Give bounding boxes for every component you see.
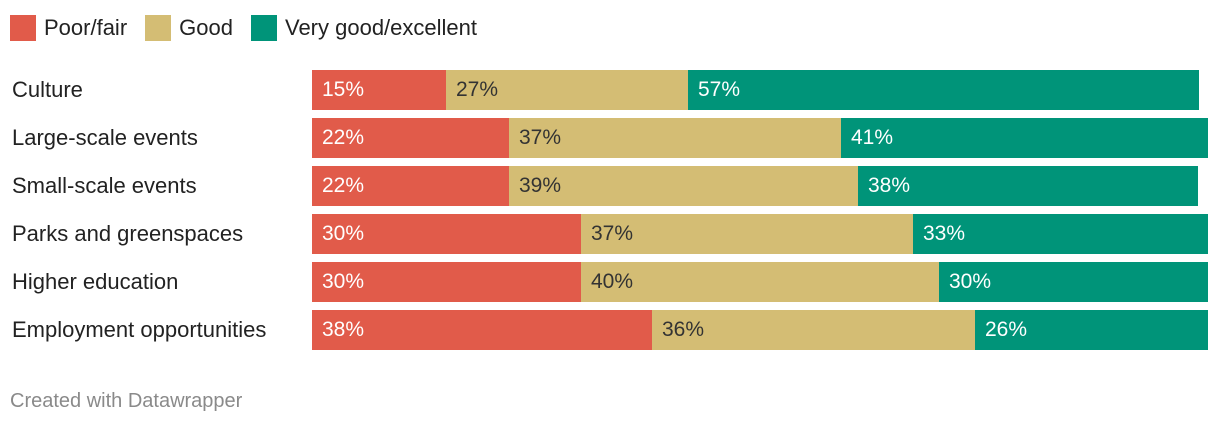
bar-segment: 22%	[312, 118, 509, 158]
legend-swatch	[145, 15, 172, 41]
bar-segment: 33%	[913, 214, 1208, 254]
bar-row: 15% 27% 57%	[312, 70, 1199, 110]
bar-segment: 36%	[652, 310, 975, 350]
legend-item-1: Good	[145, 15, 233, 41]
legend: Poor/fair Good Very good/excellent	[10, 14, 495, 42]
category-label: Employment opportunities	[12, 317, 267, 342]
bar-segment: 41%	[841, 118, 1208, 158]
bar-segment: 39%	[509, 166, 858, 206]
bar-segment: 30%	[312, 262, 581, 302]
legend-item-0: Poor/fair	[10, 15, 127, 41]
bar-segment: 38%	[312, 310, 652, 350]
bar-segment: 27%	[446, 70, 688, 110]
datawrapper-credit: Created with Datawrapper	[10, 390, 243, 412]
legend-item-2: Very good/excellent	[250, 15, 478, 41]
legend-swatch	[250, 15, 277, 41]
bar-segment: 22%	[312, 166, 509, 206]
category-label: Culture	[12, 77, 83, 102]
bar-row: 38% 36% 26%	[312, 310, 1208, 350]
bar-row: 22% 39% 38%	[312, 166, 1198, 206]
legend-label: Very good/excellent	[284, 15, 478, 40]
category-label: Large-scale events	[12, 125, 198, 150]
legend-label: Good	[179, 15, 233, 40]
bar-segment: 26%	[975, 310, 1208, 350]
legend-swatch	[10, 15, 36, 41]
category-label: Higher education	[12, 269, 179, 294]
category-label: Small-scale events	[12, 173, 197, 198]
bar-segment: 30%	[312, 214, 581, 254]
bar-row: 30% 37% 33%	[312, 214, 1208, 254]
bar-segment: 57%	[688, 70, 1199, 110]
category-label: Parks and greenspaces	[12, 221, 244, 246]
legend-label: Poor/fair	[44, 15, 128, 40]
bar-row: 22% 37% 41%	[312, 118, 1208, 158]
bar-segment: 40%	[581, 262, 939, 302]
bar-segment: 37%	[509, 118, 841, 158]
bar-segment: 15%	[312, 70, 446, 110]
bar-segment: 30%	[939, 262, 1208, 302]
bar-segment: 37%	[581, 214, 913, 254]
bar-row: 30% 40% 30%	[312, 262, 1208, 302]
bar-segment: 38%	[858, 166, 1198, 206]
